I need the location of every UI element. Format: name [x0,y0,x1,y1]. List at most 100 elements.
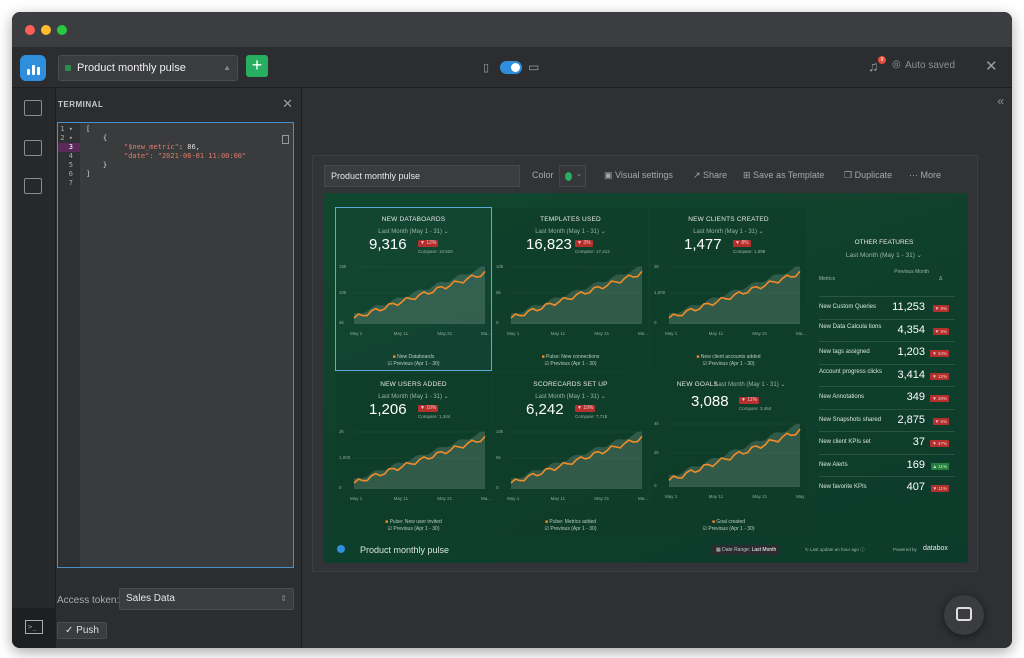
code-line: "date": "2021-06-01 11:00:00" [124,152,246,161]
collapse-panel-icon[interactable]: « [997,94,1004,108]
tile-value: 9,316 [369,236,407,253]
metric-tile[interactable]: TEMPLATES USED Last Month (May 1 - 31) ⌄… [493,208,648,370]
close-icon[interactable]: ✕ [985,58,998,75]
minimize-window-button[interactable] [41,25,51,35]
push-button[interactable]: ✓ Push [57,622,107,639]
tile-period[interactable]: Last Month (May 1 - 31) ⌄ [693,229,764,235]
x-tick-label: May 21 [594,496,609,501]
tile-value: 16,823 [526,236,572,253]
legend-current: ■ Pulse: New user invited [385,519,442,525]
row-change-badge: ▼ 5% [932,327,949,335]
auto-saved-status: Auto saved [905,60,956,71]
main-area: « Product monthly pulse Color ⌄ ▣ Visual… [302,88,1012,648]
row-metric-name: New favorite KPIs [819,484,867,490]
metric-tile[interactable]: NEW DATABOARDS Last Month (May 1 - 31) ⌄… [335,207,492,371]
current-period-line [510,435,643,484]
change-badge: ▼ 19% [575,405,596,412]
top-toolbar: Product monthly pulse▲▼ + ▯ ▭ ♫ 9 ◎ Auto… [12,48,1012,96]
close-window-button[interactable] [25,25,35,35]
dashboard-footer: Product monthly pulse ▦ Date Range: Last… [323,543,968,563]
dashboard-select[interactable]: Product monthly pulse▲▼ [58,55,238,96]
x-tick-label: May 11 [709,494,724,499]
visual-settings-button[interactable]: ▣ Visual settings [604,170,673,180]
share-label: Share [703,170,728,180]
x-tick-label: Ma... [638,331,648,336]
maximize-window-button[interactable] [57,25,67,35]
line-number: 4 [68,152,73,160]
other-features-table[interactable]: OTHER FEATURES Last Month (May 1 - 31) ⌄… [809,205,959,535]
y-tick-label: 2k [654,264,660,269]
legend-current-label: Pulse: New connections [546,354,600,360]
legend-current: ■ Pulse: Metrics added [544,519,597,525]
row-metric-value: 407 [906,481,925,493]
chat-button[interactable] [944,595,984,635]
x-tick-label: May 11 [551,331,566,336]
y-tick-label: 4k [654,421,660,426]
more-button[interactable]: ··· More [909,170,942,180]
row-change-badge: ▼ 47% [930,440,949,447]
json-key: "$new_metric" [124,143,179,151]
row-change-badge: ▲ 11% [930,462,949,470]
compare-text: Compare: 17,412 [575,249,610,254]
copy-icon[interactable] [282,135,289,144]
mobile-icon[interactable]: ▯ [483,62,490,74]
tile-period[interactable]: Last Month (May 1 - 31) ⌄ [535,394,606,400]
terminal-icon: >_ [25,620,43,634]
date-range-chip[interactable]: ▦ Date Range: Last Month [712,545,781,555]
row-metric-value: 37 [912,436,925,448]
share-button[interactable]: ↗ Share [693,170,728,180]
code-line: [ [86,125,91,133]
bell-icon[interactable]: ♫ [868,58,879,74]
date-range-label: Date Range: [722,547,751,553]
tile-title: TEMPLATES USED [540,216,601,223]
legend-current-label: Goal created [716,519,746,525]
y-tick-label: 2k [654,450,660,455]
check-circle-icon: ◎ [892,59,901,70]
compare-text: Compare: 1,344 [418,414,451,419]
row-change-badge: ▼ 5% [932,417,949,425]
json-value: : 86, [178,143,200,151]
legend-previous: ☑ Previous (Apr 1 - 30) [544,361,597,367]
y-tick-label: 5k [496,455,502,460]
databoards-icon[interactable] [24,100,42,116]
tile-period[interactable]: Last Month (May 1 - 31) ⌄ [535,229,606,235]
databox-logo-icon[interactable] [20,55,46,81]
terminal-button[interactable]: >_ [12,608,56,648]
dashboard-name-input[interactable]: Product monthly pulse [324,165,520,187]
metric-tile[interactable]: NEW USERS ADDED Last Month (May 1 - 31) … [336,373,491,535]
table-row: New Alerts 169 ▲ 11% [819,453,955,476]
last-update-text: Last update an hour ago [810,547,859,552]
line-number: 6 [68,170,73,178]
desktop-icon[interactable]: ▭ [528,60,540,74]
legend-current: ■ Pulse: New connections [541,354,600,360]
current-period-line [353,435,486,484]
tile-period[interactable]: Last Month (May 1 - 31) ⌄ [715,382,786,388]
metric-tile[interactable]: NEW GOALS Last Month (May 1 - 31) ⌄ 3,08… [651,373,806,535]
y-tick-label: 1,000 [654,290,666,295]
terminal-close-icon[interactable]: ✕ [282,96,293,111]
compare-text: Compare: 10,520 [418,249,453,254]
table-row: New client KPIs set 37 ▼ 47% [819,431,955,453]
access-token-select[interactable]: Sales Data ⇕ [119,588,294,610]
color-select[interactable]: ⌄ [559,165,586,187]
current-period-line [510,270,643,319]
metric-tile[interactable]: NEW CLIENTS CREATED Last Month (May 1 - … [651,208,806,370]
tile-period[interactable]: Last Month (May 1 - 31) ⌄ [378,394,449,400]
tile-title: NEW USERS ADDED [380,381,447,388]
metric-tile[interactable]: SCORECARDS SET UP Last Month (May 1 - 31… [493,373,648,535]
duplicate-button[interactable]: ❐ Duplicate [844,170,893,180]
add-dashboard-button[interactable]: + [246,55,268,77]
code-editor[interactable]: 1 ▾ [ 2 ▾ { 3 "$new_metric": 86, 4 "date… [57,122,294,568]
row-metric-value: 4,354 [897,323,925,336]
other-features-title: OTHER FEATURES [854,239,914,246]
legend-previous-label: Previous (Apr 1 - 30) [708,361,755,367]
table-row: Account progress clicks 3,414 ▼ 12% [819,363,955,386]
save-template-button[interactable]: ⊞ Save as Template [743,170,825,180]
users-icon[interactable] [24,178,42,194]
tile-period[interactable]: Last Month (May 1 - 31) ⌄ [378,229,449,235]
tile-chart: 10k 5k 0 May 1 May 11 May 21 Ma... [496,429,648,501]
device-toggle[interactable] [500,61,522,74]
metrics-icon[interactable] [24,140,42,156]
other-features-period[interactable]: Last Month (May 1 - 31) ⌄ [845,252,923,259]
notification-badge: 9 [878,56,886,64]
